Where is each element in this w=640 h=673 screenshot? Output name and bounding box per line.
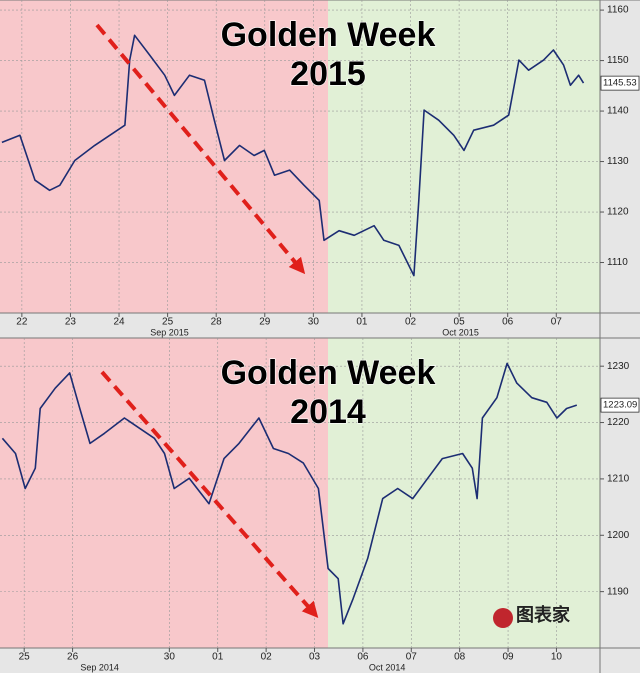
x-tick-label: 10 (551, 652, 563, 663)
x-tick-label: 30 (164, 652, 176, 663)
y-axis-band (600, 0, 640, 313)
x-tick-label: 29 (259, 317, 271, 328)
x-tick-label: 25 (162, 317, 174, 328)
last-price-label: 1223.09 (603, 400, 637, 411)
month-label: Sep 2015 (150, 327, 189, 337)
x-tick-label: 30 (308, 317, 320, 328)
month-label: Oct 2014 (369, 662, 406, 672)
chart-subtitle: 2015 (290, 55, 366, 93)
x-tick-label: 09 (503, 652, 515, 663)
x-tick-label: 28 (211, 317, 223, 328)
x-tick-label: 06 (502, 317, 514, 328)
y-tick-label: 1230 (607, 361, 630, 372)
x-tick-label: 07 (406, 652, 418, 663)
y-tick-label: 1150 (607, 55, 629, 66)
x-tick-label: 02 (405, 317, 417, 328)
y-tick-label: 1140 (607, 106, 629, 117)
y-tick-label: 1130 (607, 156, 629, 167)
y-tick-label: 1190 (607, 586, 629, 597)
y-tick-label: 1210 (607, 474, 630, 485)
x-tick-label: 26 (67, 652, 79, 663)
logo-icon (493, 608, 513, 628)
logo-text: 图表家 (516, 604, 571, 625)
holiday-shade (328, 338, 600, 648)
price-line (1, 362, 578, 625)
y-tick-label: 1160 (607, 5, 629, 16)
chart-subtitle: 2014 (290, 393, 366, 431)
chart-title: Golden Week (221, 16, 436, 54)
y-tick-label: 1220 (607, 417, 630, 428)
x-tick-label: 01 (212, 652, 224, 663)
chart-title: Golden Week (221, 354, 436, 392)
x-tick-label: 08 (454, 652, 466, 663)
month-label: Sep 2014 (80, 662, 119, 672)
trend-arrow (100, 370, 319, 619)
x-tick-label: 07 (551, 317, 563, 328)
last-price-box (600, 397, 640, 413)
x-tick-label: 23 (65, 317, 77, 328)
x-axis-band (0, 313, 640, 338)
trend-arrow (95, 23, 306, 275)
x-tick-label: 25 (19, 652, 31, 663)
y-axis-band (600, 338, 640, 648)
x-tick-label: 03 (309, 652, 321, 663)
x-tick-label: 22 (16, 317, 28, 328)
x-axis-band (0, 648, 640, 673)
y-tick-label: 1200 (607, 530, 630, 541)
y-tick-label: 1110 (607, 257, 628, 268)
month-label: Oct 2015 (442, 327, 479, 337)
y-tick-label: 1120 (607, 207, 629, 218)
x-tick-label: 05 (454, 317, 466, 328)
x-tick-label: 01 (356, 317, 368, 328)
last-price-box (600, 75, 640, 91)
last-price-label: 1145.53 (603, 78, 637, 89)
pre-holiday-shade (0, 0, 328, 313)
x-tick-label: 24 (113, 317, 125, 328)
x-tick-label: 02 (261, 652, 273, 663)
price-line (1, 34, 585, 277)
x-tick-label: 06 (357, 652, 369, 663)
